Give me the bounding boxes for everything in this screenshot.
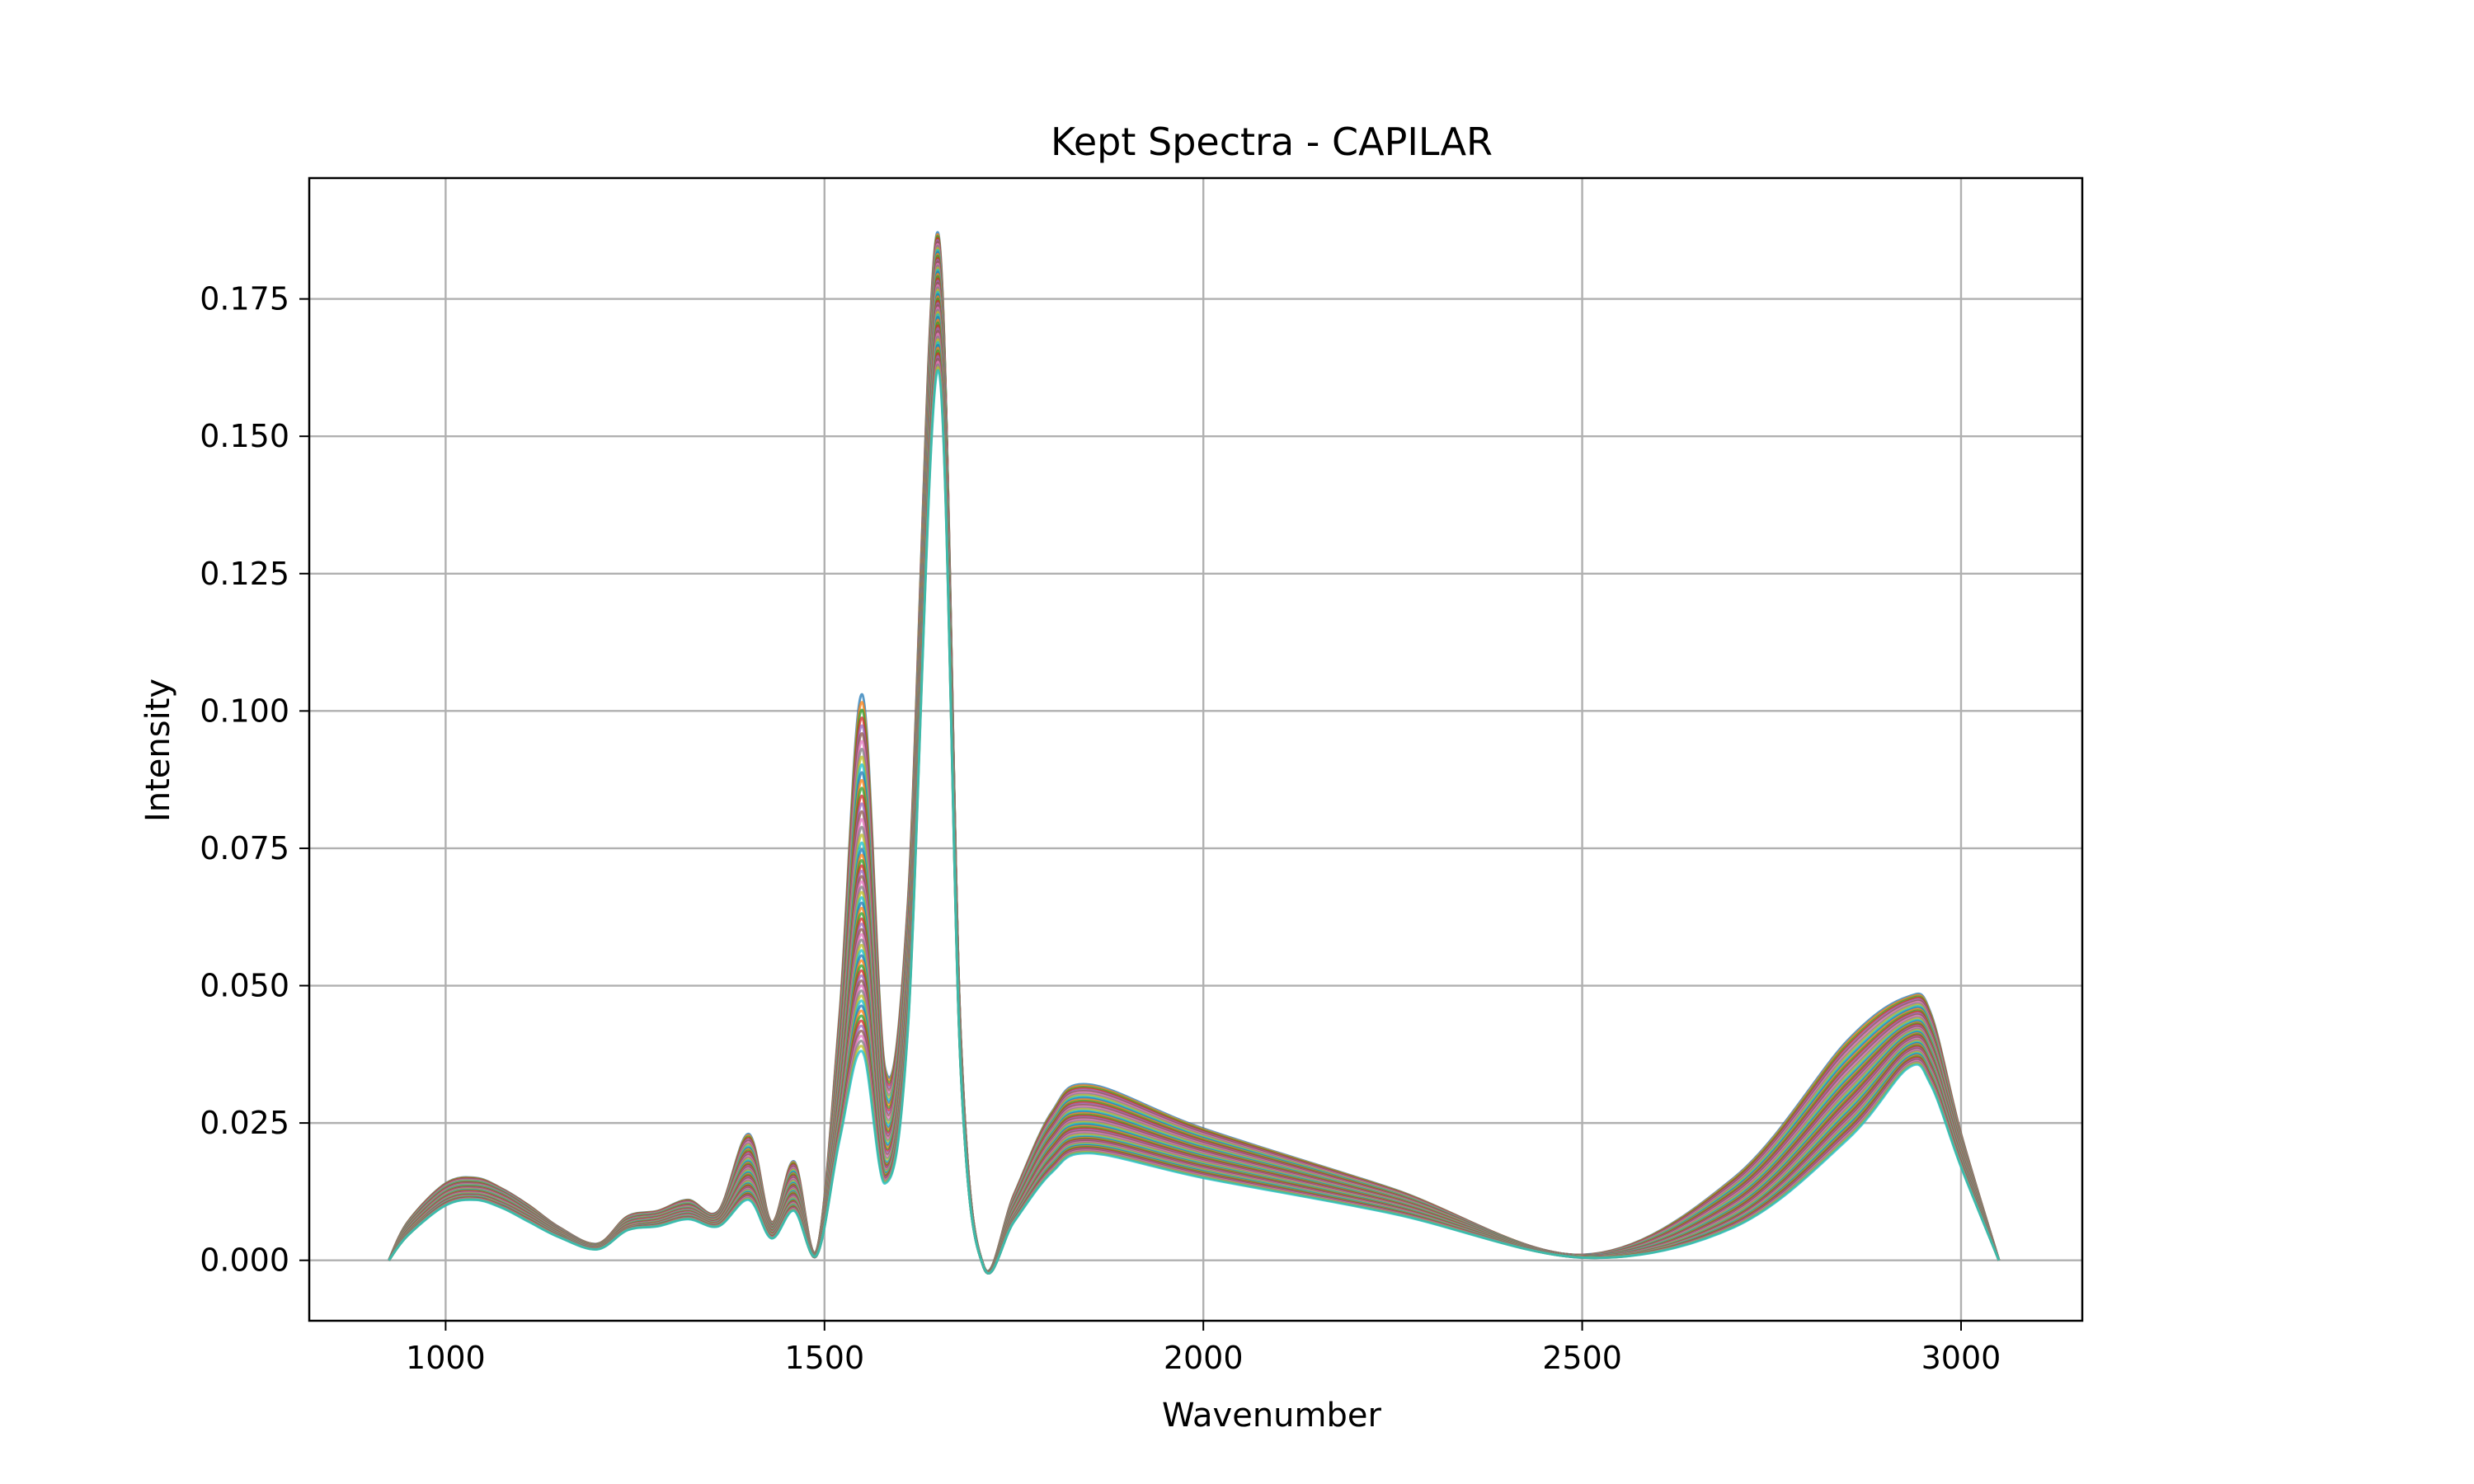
grid-lines	[309, 178, 2082, 1321]
y-tick-label: 0.050	[200, 968, 289, 1004]
y-axis-ticks: 0.000 0.025 0.050 0.075 0.100 0.125 0.150 0.175	[200, 281, 309, 1279]
x-axis-label: Wavenumber	[1162, 1397, 1381, 1435]
spectrum-line	[388, 255, 2001, 1273]
y-tick-label: 0.150	[200, 418, 289, 454]
spectrum-line	[388, 261, 2001, 1273]
y-tick-label: 0.025	[200, 1105, 289, 1141]
spectrum-line	[388, 233, 2001, 1273]
x-tick-label: 2500	[1542, 1340, 1622, 1376]
spectrum-line	[388, 369, 2001, 1275]
y-tick-label: 0.075	[200, 830, 289, 866]
spectrum-line	[388, 259, 2001, 1273]
x-tick-label: 3000	[1921, 1340, 2001, 1376]
spectrum-line	[388, 249, 2001, 1273]
x-tick-label: 1000	[406, 1340, 486, 1376]
spectrum-line	[388, 247, 2001, 1273]
spectrum-line	[388, 253, 2001, 1273]
spectrum-line	[388, 239, 2001, 1273]
plot-frame	[308, 176, 2084, 1322]
spectrum-line	[388, 251, 2001, 1273]
spectrum-line	[388, 263, 2001, 1273]
spectrum-line	[388, 265, 2001, 1274]
spectrum-line	[388, 269, 2001, 1274]
spectrum-line	[388, 231, 2001, 1273]
y-tick-label: 0.125	[200, 556, 289, 592]
spectra-series	[388, 231, 2001, 1275]
spectrum-line	[388, 245, 2001, 1273]
spectrum-line	[388, 270, 2001, 1274]
spectrum-line	[388, 256, 2001, 1273]
y-tick-label: 0.100	[200, 693, 289, 729]
x-axis-ticks: 1000 1500 2000 2500 3000	[406, 1321, 2001, 1376]
spectrum-line	[388, 266, 2001, 1274]
y-axis-label: Intensity	[139, 679, 177, 822]
spectrum-line	[388, 237, 2001, 1273]
spectrum-line	[388, 243, 2001, 1273]
x-tick-label: 2000	[1164, 1340, 1244, 1376]
spectrum-line	[388, 235, 2001, 1273]
y-tick-label: 0.000	[200, 1242, 289, 1279]
y-tick-label: 0.175	[200, 281, 289, 317]
chart-title: Kept Spectra - CAPILAR	[1051, 120, 1493, 164]
spectrum-line	[388, 241, 2001, 1273]
x-tick-label: 1500	[784, 1340, 864, 1376]
